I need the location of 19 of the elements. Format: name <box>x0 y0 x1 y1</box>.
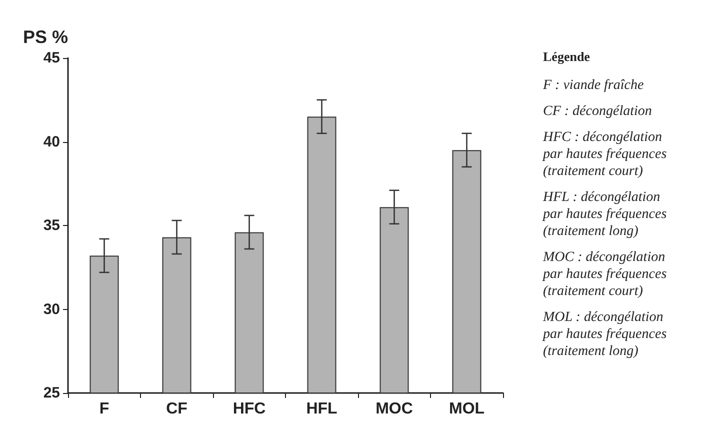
x-tick-label: MOL <box>448 400 485 418</box>
x-tick-label: F <box>99 400 110 418</box>
y-tick-label: 35 <box>43 217 60 234</box>
x-tick-label: CF <box>166 400 188 418</box>
x-tick-label: HFL <box>306 400 338 418</box>
text: Légende <box>543 49 590 64</box>
text: F : viande fraîche <box>542 78 644 93</box>
text: CF : décongélation <box>543 104 652 119</box>
text: MOL : décongélation par hautes fréquences (traitement long) <box>542 310 668 359</box>
x-tick-label: HFC <box>232 400 266 418</box>
y-tick-label: 30 <box>43 300 60 318</box>
y-tick-label: 45 <box>43 50 60 66</box>
y-axis-title: PS % <box>22 27 68 47</box>
text: HFC : décongélation par hautes fréquences (traitement court) <box>542 130 668 179</box>
text: MOC : décongélation par hautes fréquences (traitement court) <box>542 250 668 299</box>
text: HFL : décongélation par hautes fréquences (traitement long) <box>542 190 668 239</box>
y-tick-label: 40 <box>43 133 60 150</box>
x-tick-label: MOC <box>376 400 414 418</box>
y-tick-label: 25 <box>43 384 60 402</box>
